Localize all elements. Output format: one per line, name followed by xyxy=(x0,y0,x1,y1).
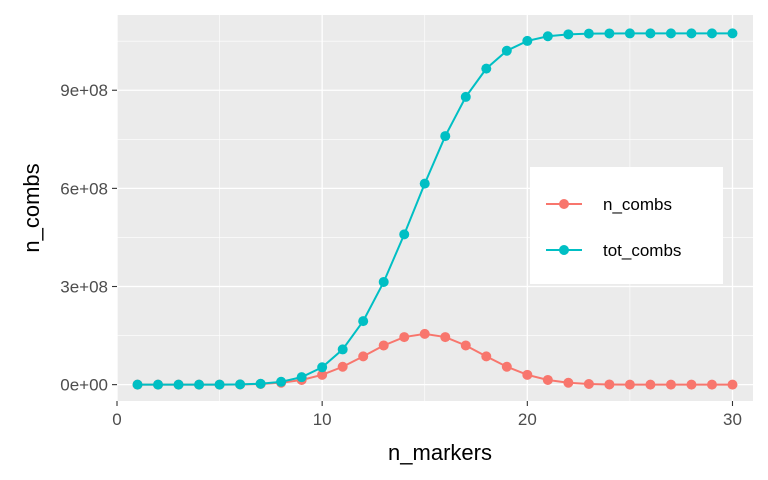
series-layer xyxy=(132,28,738,390)
legend-key-n_combs xyxy=(546,199,582,209)
point-tot_combs xyxy=(501,45,512,56)
point-tot_combs xyxy=(686,28,697,39)
point-tot_combs xyxy=(706,28,717,39)
legend-label-tot_combs: tot_combs xyxy=(603,241,681,260)
point-n_combs xyxy=(686,379,697,390)
point-tot_combs xyxy=(276,376,287,387)
point-tot_combs xyxy=(296,372,307,383)
point-tot_combs xyxy=(460,91,471,102)
point-n_combs xyxy=(378,340,389,351)
legend-label-n_combs: n_combs xyxy=(603,195,672,214)
x-tick-label: 0 xyxy=(112,410,121,429)
point-tot_combs xyxy=(645,28,656,39)
point-tot_combs xyxy=(194,379,205,390)
x-axis-title: n_markers xyxy=(388,440,492,465)
point-tot_combs xyxy=(399,229,410,240)
point-tot_combs xyxy=(563,29,574,40)
y-axis: 0e+00 3e+08 6e+08 9e+08 xyxy=(60,81,117,395)
y-tick-label: 9e+08 xyxy=(60,81,108,100)
y-tick-label: 0e+00 xyxy=(60,376,108,395)
point-n_combs xyxy=(337,361,348,372)
point-tot_combs xyxy=(153,379,164,390)
point-n_combs xyxy=(604,379,615,390)
point-tot_combs xyxy=(378,276,389,287)
point-tot_combs xyxy=(214,379,225,390)
point-tot_combs xyxy=(727,28,738,39)
point-tot_combs xyxy=(132,379,143,390)
legend-marker-tot_combs xyxy=(559,245,569,255)
point-tot_combs xyxy=(317,362,328,373)
x-tick-label: 10 xyxy=(313,410,332,429)
point-n_combs xyxy=(665,379,676,390)
point-n_combs xyxy=(706,379,717,390)
point-tot_combs xyxy=(542,31,553,42)
point-n_combs xyxy=(645,379,656,390)
legend: n_combs tot_combs xyxy=(530,167,723,284)
point-tot_combs xyxy=(235,379,246,390)
point-tot_combs xyxy=(624,28,635,39)
point-n_combs xyxy=(460,340,471,351)
point-n_combs xyxy=(481,351,492,362)
point-n_combs xyxy=(501,361,512,372)
point-n_combs xyxy=(563,377,574,388)
point-n_combs xyxy=(317,369,328,380)
point-n_combs xyxy=(624,379,635,390)
point-n_combs xyxy=(727,379,738,390)
point-tot_combs xyxy=(583,28,594,39)
point-n_combs xyxy=(522,369,533,380)
point-n_combs xyxy=(440,332,451,343)
point-n_combs xyxy=(542,374,553,385)
point-tot_combs xyxy=(358,316,369,327)
legend-background xyxy=(530,167,723,284)
x-tick-label: 30 xyxy=(723,410,742,429)
point-n_combs xyxy=(399,332,410,343)
point-tot_combs xyxy=(665,28,676,39)
legend-key-tot_combs xyxy=(546,245,582,255)
point-tot_combs xyxy=(337,344,348,355)
point-tot_combs xyxy=(440,131,451,142)
y-axis-title: n_combs xyxy=(19,163,44,252)
x-tick-label: 20 xyxy=(518,410,537,429)
point-tot_combs xyxy=(255,378,266,389)
point-n_combs xyxy=(358,351,369,362)
legend-marker-n_combs xyxy=(559,199,569,209)
y-tick-label: 6e+08 xyxy=(60,179,108,198)
x-axis: 0 10 20 30 xyxy=(112,401,742,429)
point-n_combs xyxy=(583,378,594,389)
point-tot_combs xyxy=(522,35,533,46)
point-tot_combs xyxy=(604,28,615,39)
point-n_combs xyxy=(419,328,430,339)
point-tot_combs xyxy=(173,379,184,390)
y-tick-label: 3e+08 xyxy=(60,278,108,297)
point-tot_combs xyxy=(419,178,430,189)
point-tot_combs xyxy=(481,63,492,74)
